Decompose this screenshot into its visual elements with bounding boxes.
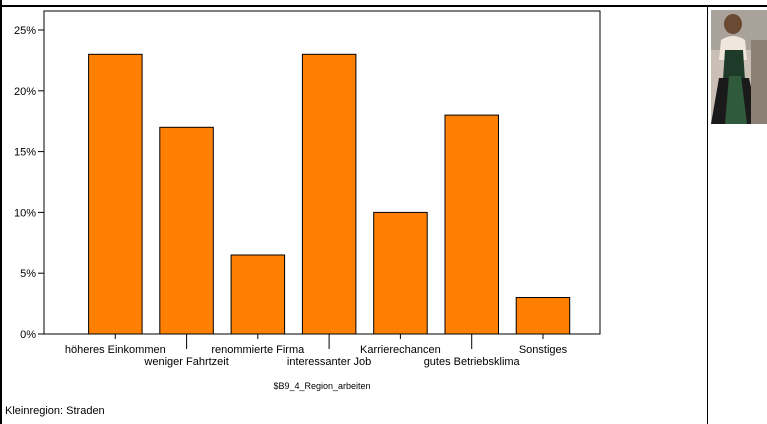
bar-1 <box>159 126 214 335</box>
x-tick-label-4: Karrierechancen <box>360 344 441 356</box>
y-tick-label-0: 0% <box>20 329 36 341</box>
bar-3 <box>301 53 357 335</box>
y-tick-label-1: 5% <box>20 268 36 280</box>
bar-chart: 0% 5% 10% 15% 20% 25% höheres Einkommenwenige… <box>14 10 601 391</box>
frame-divider <box>707 5 708 424</box>
x-tick-label-0: höheres Einkommen <box>65 344 166 356</box>
y-axis: 0% 5% 10% 15% 20% 25% <box>14 25 44 341</box>
bar-5 <box>444 114 499 335</box>
y-tick-label-5: 25% <box>14 25 36 37</box>
bars <box>88 53 571 335</box>
frame-border-top <box>0 5 767 7</box>
bar-0 <box>88 53 143 335</box>
woman-in-dirndl-photo <box>711 10 767 124</box>
bar-6 <box>515 297 571 335</box>
x-tick-label-6: Sonstiges <box>519 344 568 356</box>
x-tick-label-2: renommierte Firma <box>211 344 305 356</box>
y-tick-label-3: 15% <box>14 147 36 159</box>
y-tick-label-2: 10% <box>14 207 36 219</box>
x-tick-label-5: gutes Betriebsklima <box>424 356 521 368</box>
bar-4 <box>373 211 428 335</box>
region-label: Kleinregion: Straden <box>5 405 105 417</box>
y-tick-label-4: 20% <box>14 86 36 98</box>
bar-2 <box>230 254 286 335</box>
x-axis-label: $B9_4_Region_arbeiten <box>273 381 370 391</box>
frame-border-left <box>0 0 2 424</box>
x-tick-label-3: interessanter Job <box>287 356 371 368</box>
x-tick-label-1: weniger Fahrtzeit <box>143 356 228 368</box>
